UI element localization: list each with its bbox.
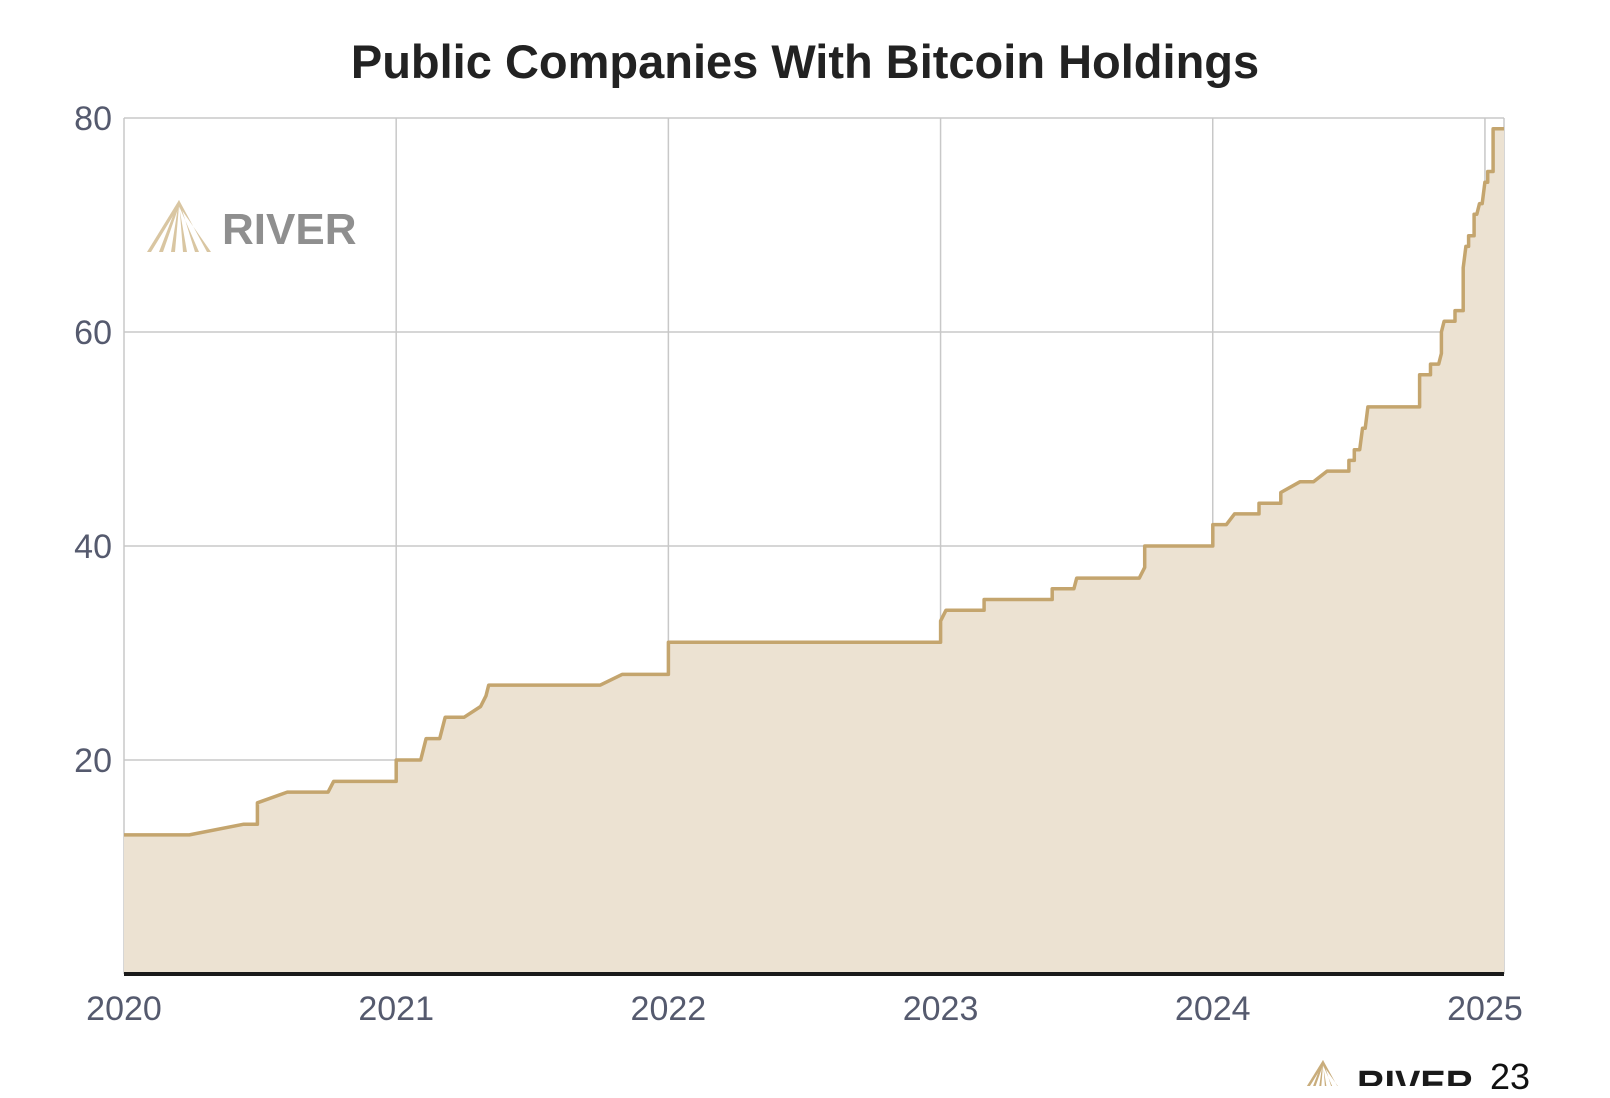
footer-river-logo: RIVER	[1306, 1060, 1473, 1086]
river-watermark: RIVER	[147, 200, 356, 254]
x-tick-label-2022: 2022	[631, 990, 707, 1028]
page-number: 23	[1490, 1056, 1531, 1097]
x-axis-ticks: 2020 2021 2022 2023 2024 2025	[86, 990, 1523, 1028]
river-logo-icon	[1306, 1060, 1338, 1086]
river-logo-icon	[147, 200, 211, 252]
x-tick-label-2024: 2024	[1175, 990, 1251, 1028]
y-axis-ticks: 20 40 60 80	[74, 100, 112, 780]
y-tick-label-40: 40	[74, 528, 112, 566]
holdings-line	[124, 126, 1504, 837]
x-tick-label-2021: 2021	[358, 990, 434, 1028]
x-tick-label-2023: 2023	[903, 990, 979, 1028]
x-tick-label-2020: 2020	[86, 990, 162, 1028]
y-tick-label-20: 20	[74, 742, 112, 780]
chart-title: Public Companies With Bitcoin Holdings	[350, 35, 1260, 88]
holdings-area-fill	[124, 128, 1504, 974]
watermark-text: RIVER	[222, 205, 356, 254]
y-tick-label-80: 80	[74, 100, 112, 138]
y-tick-label-60: 60	[74, 314, 112, 352]
footer-brand-text: RIVER	[1357, 1064, 1473, 1086]
x-tick-label-2025: 2025	[1447, 990, 1523, 1028]
